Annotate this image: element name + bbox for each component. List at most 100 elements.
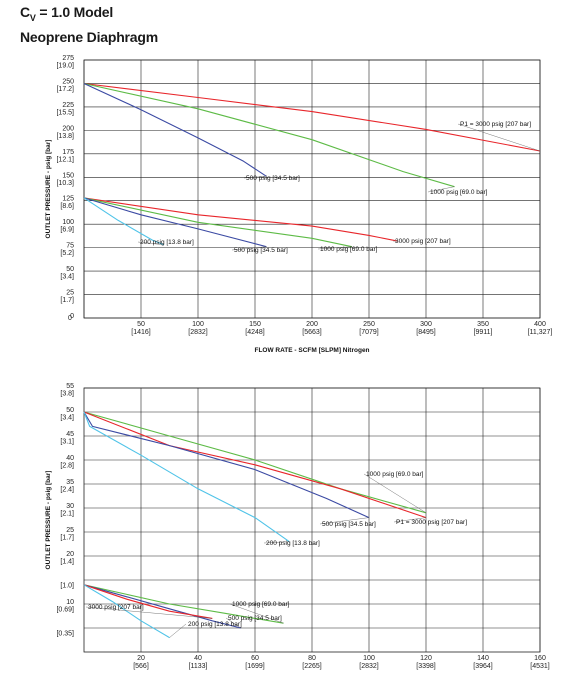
y-tick-label: 50: [66, 407, 74, 414]
series-line: [83, 584, 170, 639]
y-tick-sublabel: [2.8]: [60, 463, 74, 470]
y-tick-sublabel: [17.2]: [56, 86, 74, 93]
x-tick-sublabel: [7079]: [359, 329, 379, 336]
series-annotation: 3000 psig [207 bar]: [395, 238, 451, 245]
y-tick-sublabel: [10.3]: [56, 180, 74, 187]
y-tick-label: 225: [62, 102, 74, 109]
annotation-leader: [229, 603, 284, 624]
y-tick-sublabel: [3.8]: [60, 391, 74, 398]
y-tick-sublabel: [2.1]: [60, 511, 74, 518]
series-line: [83, 83, 267, 177]
series-line: [83, 82, 541, 152]
x-tick-sublabel: [2265]: [302, 663, 322, 670]
series-line: [83, 584, 241, 629]
annotation-leader: [243, 176, 267, 179]
y-tick-sublabel: [1.4]: [60, 559, 74, 566]
x-tick-sublabel: [3398]: [416, 663, 436, 670]
y-tick-label: 175: [62, 149, 74, 156]
series-annotation: 500 psig [34.5 bar]: [322, 521, 376, 528]
x-tick-sublabel: [2832]: [359, 663, 379, 670]
annotation-leader: [393, 517, 427, 523]
y-tick-sublabel: [2.4]: [60, 487, 74, 494]
y-tick-sublabel: [13.8]: [56, 133, 74, 140]
series-annotation: 500 psig [34.5 bar]: [228, 615, 282, 622]
x-tick-sublabel: [2832]: [188, 329, 208, 336]
series-annotation: 3000 psig [207 bar]: [88, 604, 144, 611]
y-tick-label: 30: [66, 503, 74, 510]
x-tick-label: 0: [68, 315, 72, 322]
series-line: [83, 197, 398, 242]
x-tick-label: 350: [477, 321, 489, 328]
page-title: CV = 1.0 Model: [20, 4, 158, 23]
x-tick-label: 250: [363, 321, 375, 328]
annotation-leader: [169, 623, 187, 638]
y-tick-label: 20: [66, 551, 74, 558]
series-annotation: 200 psig [13.8 bar]: [140, 239, 194, 246]
series-annotation: 1000 psig [69.0 bar]: [430, 189, 488, 196]
x-tick-label: 150: [249, 321, 261, 328]
x-tick-label: 200: [306, 321, 318, 328]
x-tick-label: 40: [194, 655, 202, 662]
annotation-leader: [457, 123, 541, 152]
series-annotation: 1000 psig [69.0 bar]: [232, 601, 290, 608]
series-annotation: 200 psig [13.8 bar]: [266, 540, 320, 547]
annotation-leader: [427, 186, 455, 193]
series-annotation: 500 psig [34.5 bar]: [246, 175, 300, 182]
y-tick-sublabel: [3.4]: [60, 274, 74, 281]
x-tick-label: 400: [534, 321, 546, 328]
annotation-leader: [317, 246, 352, 250]
title-main: C: [20, 4, 30, 20]
x-tick-label: 60: [251, 655, 259, 662]
y-tick-sublabel: [0.69]: [56, 607, 74, 614]
annotation-leader: [263, 541, 290, 544]
annotation-leader: [85, 606, 213, 619]
series-line: [83, 411, 370, 519]
y-tick-label: 275: [62, 55, 74, 62]
title-rest: = 1.0 Model: [35, 4, 114, 20]
y-tick-label: 75: [66, 243, 74, 250]
y-tick-label: 125: [62, 196, 74, 203]
x-tick-label: 50: [137, 321, 145, 328]
series-annotation: P1 = 3000 psig [207 bar]: [396, 519, 467, 526]
series-line: [83, 584, 213, 619]
x-tick-sublabel: [4531]: [530, 663, 550, 670]
annotation-leader: [225, 617, 241, 629]
annotation-leader: [319, 517, 370, 525]
y-tick-sublabel: [6.9]: [60, 227, 74, 234]
page-subtitle: Neoprene Diaphragm: [20, 28, 158, 45]
y-tick-sublabel: [8.6]: [60, 203, 74, 210]
x-tick-sublabel: [3964]: [473, 663, 493, 670]
y-tick-label: 25: [66, 527, 74, 534]
y-tick-label: 45: [66, 431, 74, 438]
y-tick-sublabel: [0.35]: [56, 631, 74, 638]
y-tick-sublabel: [1.7]: [60, 297, 74, 304]
y-tick-sublabel: [5.2]: [60, 250, 74, 257]
series-line: [83, 584, 284, 624]
x-tick-sublabel: [9911]: [474, 329, 493, 336]
y-tick-label: 35: [66, 479, 74, 486]
x-tick-sublabel: [11,327]: [528, 329, 553, 336]
x-tick-label: 80: [308, 655, 316, 662]
series-line: [83, 197, 353, 248]
y-tick-sublabel: [3.1]: [60, 439, 74, 446]
y-tick-sublabel: [19.0]: [56, 63, 74, 70]
series-annotation: 500 psig [34.5 bar]: [234, 247, 288, 254]
x-tick-sublabel: [1699]: [245, 663, 265, 670]
series-line: [83, 197, 165, 246]
y-tick-label: 250: [62, 78, 74, 85]
y-axis-title: OUTLET PRESSURE - psig [bar]: [45, 140, 52, 239]
series-annotation: P1 = 3000 psig [207 bar]: [460, 121, 531, 128]
annotation-leader: [231, 246, 267, 251]
x-axis-title: FLOW RATE - SCFM [SLPM] Nitrogen: [254, 347, 369, 354]
y-tick-label: 150: [62, 172, 74, 179]
y-tick-label: 50: [66, 266, 74, 273]
x-tick-label: 160: [534, 655, 546, 662]
y-tick-label: 55: [66, 383, 74, 390]
x-tick-label: 100: [192, 321, 204, 328]
x-tick-label: 140: [477, 655, 489, 662]
x-tick-sublabel: [566]: [133, 663, 149, 670]
x-tick-label: 120: [420, 655, 432, 662]
x-tick-sublabel: [1416]: [131, 329, 151, 336]
series-annotation: 1000 psig [69.0 bar]: [320, 246, 378, 253]
